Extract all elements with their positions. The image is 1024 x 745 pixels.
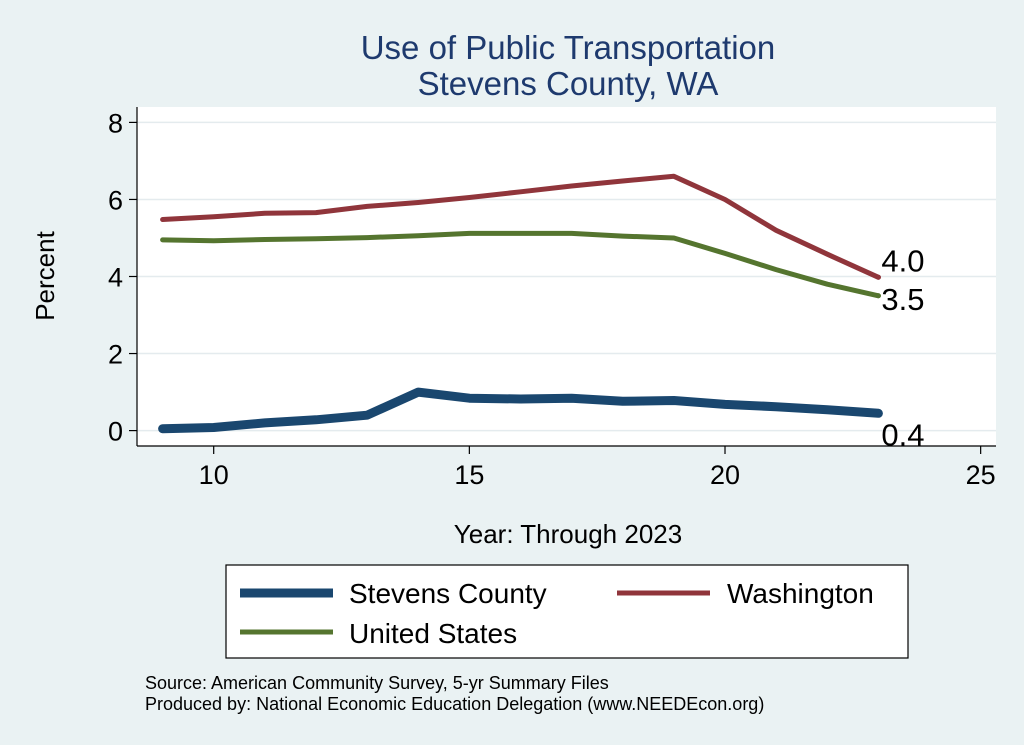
series-end-point-stevens-county [875, 410, 881, 416]
chart-title-line-1: Use of Public Transportation [361, 29, 776, 66]
y-axis-title: Percent [30, 230, 60, 320]
series-end-point-washington [875, 274, 881, 280]
y-tick-label-4: 4 [108, 263, 123, 293]
axes: 0 2 4 6 8 10 15 20 25 [108, 107, 996, 490]
x-tick-label-10: 10 [199, 460, 229, 490]
chart-title-line-2: Stevens County, WA [418, 65, 719, 102]
y-tick-label-2: 2 [108, 340, 123, 370]
series-end-point-united-states [875, 293, 881, 299]
producer-note: Produced by: National Economic Education… [145, 694, 764, 714]
legend-box [225, 564, 909, 659]
end-labels: 4.0 3.5 0.4 [881, 243, 924, 452]
end-label-washington: 4.0 [881, 243, 924, 278]
series-lines [158, 173, 883, 434]
x-tick-label-25: 25 [966, 460, 996, 490]
legend-label-washington: Washington [727, 578, 874, 609]
x-axis-title: Year: Through 2023 [454, 519, 682, 549]
y-tick-label-6: 6 [108, 185, 123, 215]
x-tick-label-15: 15 [454, 460, 484, 490]
legend-label-united-states: United States [349, 618, 517, 649]
y-tick-label-0: 0 [108, 417, 123, 447]
y-tick-label-8: 8 [108, 108, 123, 138]
legend: Stevens County Washington United States [225, 564, 909, 659]
gridlines [137, 121, 996, 432]
series-line-united-states [160, 230, 881, 299]
series-line-stevens-county [158, 387, 883, 434]
end-label-united-states: 3.5 [881, 282, 924, 317]
end-label-stevens-county: 0.4 [881, 417, 924, 452]
source-note: Source: American Community Survey, 5-yr … [145, 673, 609, 693]
x-tick-label-20: 20 [710, 460, 740, 490]
series-line-washington [160, 173, 881, 280]
legend-label-stevens-county: Stevens County [349, 578, 547, 609]
